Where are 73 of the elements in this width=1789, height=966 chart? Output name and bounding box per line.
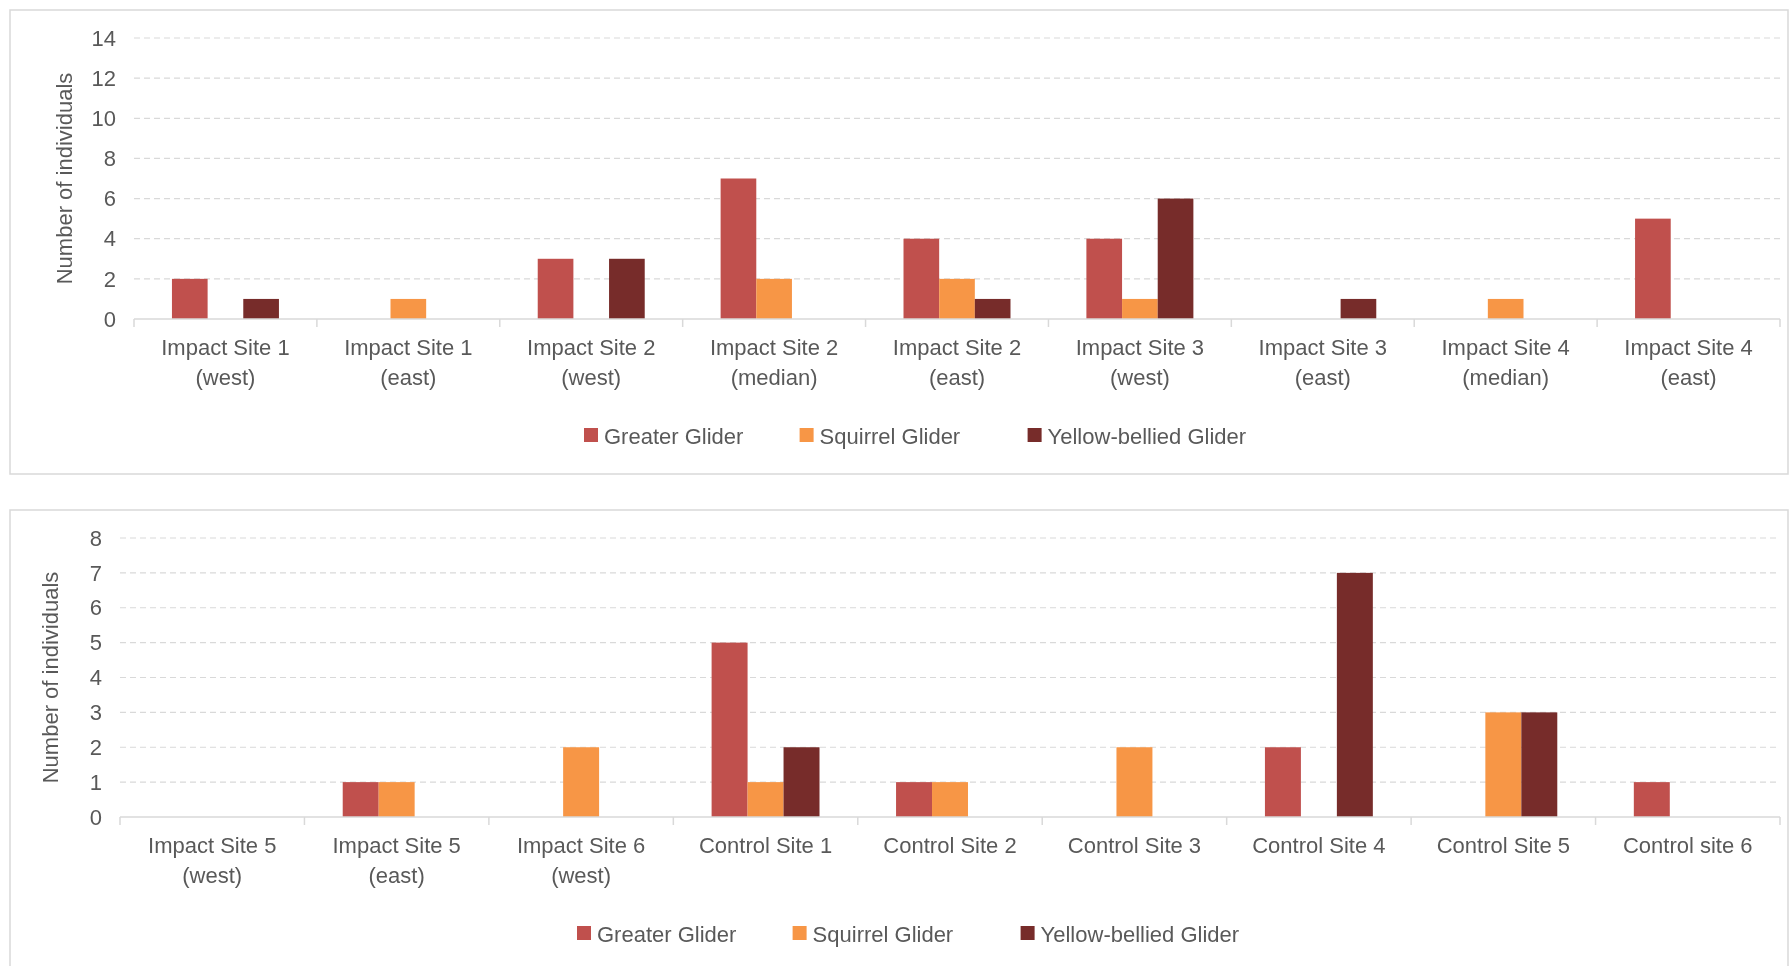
bar [932, 782, 968, 817]
bar [783, 747, 820, 817]
bar [1340, 298, 1377, 319]
bar [711, 642, 748, 817]
x-tick-label: Control Site 2 [883, 833, 1017, 858]
y-tick-label: 0 [103, 306, 116, 332]
bar [1635, 218, 1671, 319]
x-tick-label: Impact Site 2 (west) [527, 335, 656, 390]
y-tick-label: 6 [89, 595, 102, 621]
x-tick-label: Impact Site 4 (median) [1441, 335, 1570, 390]
bar [974, 298, 1011, 319]
bar [171, 278, 208, 319]
bar [720, 178, 757, 319]
x-tick-label: Impact Site 1 (east) [344, 335, 473, 390]
bar [609, 258, 645, 319]
y-axis-title: Number of individuals [52, 72, 77, 285]
y-tick-label: 1 [89, 769, 102, 795]
x-tick-label: Impact Site 5 (east) [332, 833, 461, 888]
bar [243, 298, 279, 319]
bar [1086, 238, 1123, 319]
legend-label: Squirrel Glider [819, 423, 961, 449]
bar [390, 298, 427, 319]
y-tick-label: 0 [89, 804, 102, 830]
bar [939, 278, 975, 319]
y-tick-label: 4 [89, 665, 102, 691]
x-tick-label: Impact Site 2 (median) [709, 335, 839, 390]
bar [896, 782, 933, 817]
x-tick-label: Impact Site 6 (west) [516, 833, 646, 888]
x-tick-label: Impact Site 4 (east) [1624, 335, 1753, 390]
y-tick-label: 7 [89, 560, 102, 586]
y-tick-label: 5 [89, 630, 102, 656]
bar [756, 278, 792, 319]
bar [563, 747, 600, 817]
bar [1487, 298, 1524, 319]
y-tick-label: 10 [91, 105, 116, 131]
x-tick-label: Control Site 4 [1252, 833, 1386, 858]
y-tick-label: 8 [103, 146, 116, 172]
y-tick-label: 2 [89, 734, 102, 760]
x-tick-label: Impact Site 1 (west) [161, 335, 290, 390]
x-tick-label: Impact Site 3 (west) [1075, 335, 1205, 390]
bar [1485, 712, 1522, 817]
bar [1336, 572, 1373, 817]
y-tick-label: 8 [89, 525, 102, 551]
x-tick-label: Control Site 1 [698, 833, 833, 858]
x-tick-label: Control Site 3 [1067, 833, 1202, 858]
bar [1521, 712, 1558, 817]
bar [1122, 298, 1158, 319]
bar [342, 782, 379, 817]
bar [1264, 747, 1301, 817]
x-tick-label: Impact Site 2 (east) [892, 335, 1022, 390]
legend-label: Yellow-bellied Glider [1040, 921, 1240, 947]
legend-label: Greater Glider [604, 423, 744, 449]
y-tick-label: 4 [103, 226, 116, 252]
x-tick-label: Impact Site 3 (east) [1258, 335, 1387, 390]
y-axis-title: Number of individuals [38, 571, 63, 784]
x-tick-label: Control Site 5 [1436, 833, 1570, 858]
y-tick-label: 2 [103, 266, 116, 292]
y-tick-label: 3 [89, 700, 102, 726]
x-tick-label: Control site 6 [1622, 833, 1753, 858]
bar [1633, 782, 1670, 817]
y-tick-label: 14 [91, 25, 116, 51]
bar [1116, 747, 1153, 817]
legend-label: Greater Glider [597, 921, 737, 947]
bar [537, 258, 574, 319]
y-tick-label: 6 [103, 186, 116, 212]
legend-label: Yellow-bellied Glider [1047, 423, 1247, 449]
x-tick-label: Impact Site 5 (west) [148, 833, 277, 888]
bar [1157, 198, 1194, 319]
y-tick-label: 12 [91, 65, 116, 91]
legend-label: Squirrel Glider [812, 921, 954, 947]
bar [903, 238, 940, 319]
bar [747, 782, 784, 817]
bar [378, 782, 415, 817]
